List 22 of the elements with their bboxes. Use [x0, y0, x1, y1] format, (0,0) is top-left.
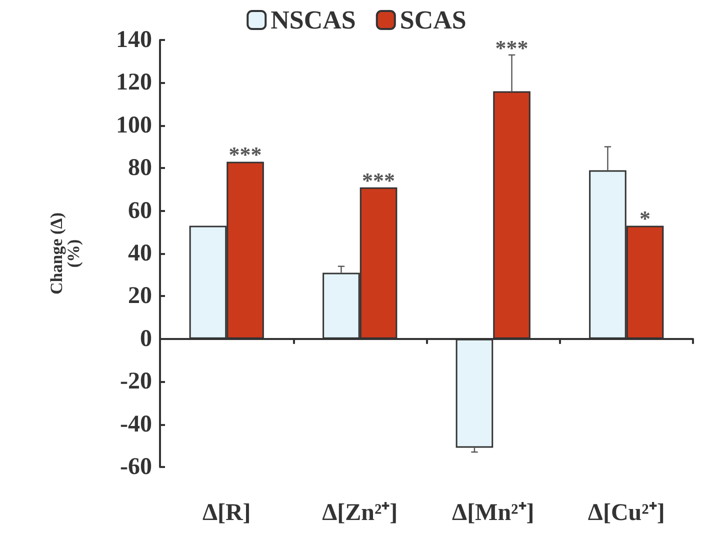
x-tick-label: Δ[Cu²⁺] [588, 500, 665, 526]
y-axis-title: Change (Δ) (%) [47, 212, 83, 294]
y-tick-label: 80 [128, 155, 152, 182]
y-tick-label: 60 [128, 198, 152, 224]
y-tick-label: -40 [120, 411, 152, 438]
x-tick-label: Δ[R] [202, 500, 251, 526]
y-tick-label: 20 [128, 283, 152, 310]
annotation: *** [495, 35, 528, 60]
y-tick-label: 140 [116, 27, 152, 53]
y-tick-label: 120 [116, 70, 152, 96]
annotation: *** [362, 168, 396, 193]
y-tick-label: 40 [128, 240, 152, 266]
y-tick-label: -60 [120, 454, 152, 480]
x-tick-label: Δ[Mn²⁺] [452, 500, 534, 526]
annotation: *** [228, 142, 262, 168]
annotation: * [640, 206, 651, 232]
y-tick-label: -20 [120, 368, 152, 395]
y-tick-label: 0 [140, 326, 152, 352]
x-tick-label: Δ[Zn²⁺] [322, 500, 398, 526]
legend-label: NSCAS [270, 6, 356, 34]
y-tick-label: 100 [116, 112, 152, 138]
legend-label: SCAS [400, 6, 466, 34]
